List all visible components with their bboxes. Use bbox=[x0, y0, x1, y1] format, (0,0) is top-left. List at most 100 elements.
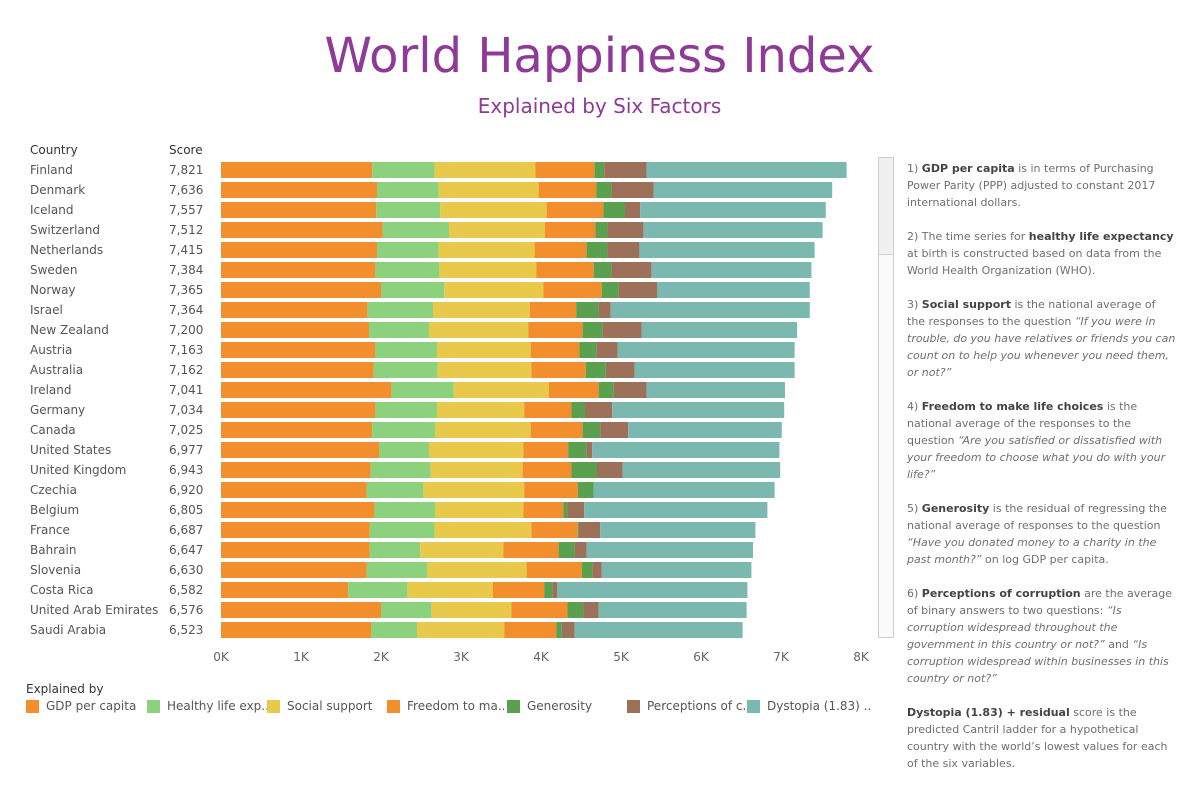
bar-segment[interactable] bbox=[382, 222, 449, 238]
bar-segment[interactable] bbox=[423, 482, 525, 498]
bar-segment[interactable] bbox=[586, 442, 593, 458]
country-label[interactable]: United Arab Emirates bbox=[30, 603, 158, 617]
bar-segment[interactable] bbox=[526, 562, 582, 578]
bar-segment[interactable] bbox=[435, 502, 524, 518]
bar-segment[interactable] bbox=[586, 542, 753, 558]
bar-segment[interactable] bbox=[221, 242, 377, 258]
bar-segment[interactable] bbox=[574, 542, 587, 558]
bar-segment[interactable] bbox=[367, 302, 433, 318]
notes-scrollbar[interactable] bbox=[878, 157, 894, 638]
bar-segment[interactable] bbox=[375, 262, 440, 278]
bar-segment[interactable] bbox=[536, 262, 594, 278]
bar-segment[interactable] bbox=[431, 602, 512, 618]
bar-segment[interactable] bbox=[528, 322, 583, 338]
bar-segment[interactable] bbox=[221, 542, 370, 558]
bar-segment[interactable] bbox=[417, 622, 505, 638]
bar-segment[interactable] bbox=[221, 602, 381, 618]
bar-segment[interactable] bbox=[529, 302, 577, 318]
bar-segment[interactable] bbox=[524, 402, 572, 418]
bar-segment[interactable] bbox=[391, 382, 454, 398]
bar-segment[interactable] bbox=[594, 162, 605, 178]
bar-segment[interactable] bbox=[586, 242, 608, 258]
bar-segment[interactable] bbox=[433, 302, 530, 318]
bar-segment[interactable] bbox=[556, 622, 562, 638]
bar-segment[interactable] bbox=[612, 402, 785, 418]
country-label[interactable]: France bbox=[30, 523, 70, 537]
bar-segment[interactable] bbox=[628, 422, 782, 438]
bar-segment[interactable] bbox=[437, 342, 531, 358]
bar-segment[interactable] bbox=[369, 522, 435, 538]
bar-segment[interactable] bbox=[582, 322, 603, 338]
bar-segment[interactable] bbox=[493, 582, 545, 598]
bar-segment[interactable] bbox=[221, 362, 374, 378]
country-label[interactable]: Denmark bbox=[30, 183, 85, 197]
bar-segment[interactable] bbox=[376, 202, 441, 218]
bar-segment[interactable] bbox=[607, 222, 644, 238]
bar-segment[interactable] bbox=[444, 282, 544, 298]
country-label[interactable]: Finland bbox=[30, 163, 73, 177]
bar-segment[interactable] bbox=[530, 342, 580, 358]
bar-segment[interactable] bbox=[438, 182, 539, 198]
bar-segment[interactable] bbox=[593, 482, 775, 498]
bar-segment[interactable] bbox=[370, 462, 431, 478]
bar-segment[interactable] bbox=[643, 222, 823, 238]
bar-segment[interactable] bbox=[561, 622, 575, 638]
bar-segment[interactable] bbox=[434, 162, 536, 178]
bar-segment[interactable] bbox=[563, 502, 568, 518]
bar-segment[interactable] bbox=[593, 262, 612, 278]
country-label[interactable]: Saudi Arabia bbox=[30, 623, 106, 637]
country-label[interactable]: United Kingdom bbox=[30, 463, 126, 477]
bar-segment[interactable] bbox=[511, 602, 568, 618]
bar-segment[interactable] bbox=[531, 362, 586, 378]
bar-segment[interactable] bbox=[534, 242, 587, 258]
country-label[interactable]: Switzerland bbox=[30, 223, 100, 237]
bar-segment[interactable] bbox=[601, 282, 619, 298]
bar-segment[interactable] bbox=[221, 382, 392, 398]
bar-segment[interactable] bbox=[579, 342, 597, 358]
score-column-header[interactable]: Score bbox=[169, 143, 203, 157]
bar-segment[interactable] bbox=[602, 322, 642, 338]
bar-segment[interactable] bbox=[585, 402, 613, 418]
bar-segment[interactable] bbox=[577, 522, 579, 538]
bar-segment[interactable] bbox=[366, 482, 424, 498]
bar-segment[interactable] bbox=[523, 502, 564, 518]
bar-segment[interactable] bbox=[596, 342, 618, 358]
bar-segment[interactable] bbox=[437, 362, 532, 378]
country-label[interactable]: New Zealand bbox=[30, 323, 109, 337]
bar-segment[interactable] bbox=[372, 162, 435, 178]
bar-segment[interactable] bbox=[504, 622, 557, 638]
bar-segment[interactable] bbox=[435, 422, 531, 438]
bar-segment[interactable] bbox=[430, 462, 523, 478]
bar-segment[interactable] bbox=[434, 522, 532, 538]
bar-segment[interactable] bbox=[598, 382, 614, 398]
bar-segment[interactable] bbox=[221, 502, 375, 518]
bar-segment[interactable] bbox=[567, 502, 585, 518]
country-label[interactable]: Israel bbox=[30, 303, 63, 317]
bar-segment[interactable] bbox=[549, 382, 599, 398]
bar-segment[interactable] bbox=[592, 562, 602, 578]
bar-segment[interactable] bbox=[611, 182, 654, 198]
bar-segment[interactable] bbox=[449, 222, 545, 238]
bar-segment[interactable] bbox=[600, 522, 756, 538]
bar-segment[interactable] bbox=[613, 382, 647, 398]
bar-segment[interactable] bbox=[221, 342, 376, 358]
bar-segment[interactable] bbox=[429, 322, 529, 338]
bar-segment[interactable] bbox=[625, 202, 641, 218]
bar-segment[interactable] bbox=[568, 442, 587, 458]
bar-segment[interactable] bbox=[598, 602, 747, 618]
country-label[interactable]: Germany bbox=[30, 403, 85, 417]
bar-segment[interactable] bbox=[221, 562, 367, 578]
bar-segment[interactable] bbox=[221, 182, 377, 198]
bar-segment[interactable] bbox=[618, 282, 657, 298]
bar-segment[interactable] bbox=[535, 162, 595, 178]
bar-segment[interactable] bbox=[369, 322, 429, 338]
bar-segment[interactable] bbox=[640, 202, 826, 218]
bar-segment[interactable] bbox=[584, 502, 768, 518]
bar-segment[interactable] bbox=[375, 402, 437, 418]
bar-segment[interactable] bbox=[651, 262, 812, 278]
bar-segment[interactable] bbox=[581, 562, 593, 578]
country-label[interactable]: Australia bbox=[30, 363, 83, 377]
bar-segment[interactable] bbox=[604, 162, 647, 178]
bar-segment[interactable] bbox=[639, 242, 815, 258]
bar-segment[interactable] bbox=[576, 302, 599, 318]
